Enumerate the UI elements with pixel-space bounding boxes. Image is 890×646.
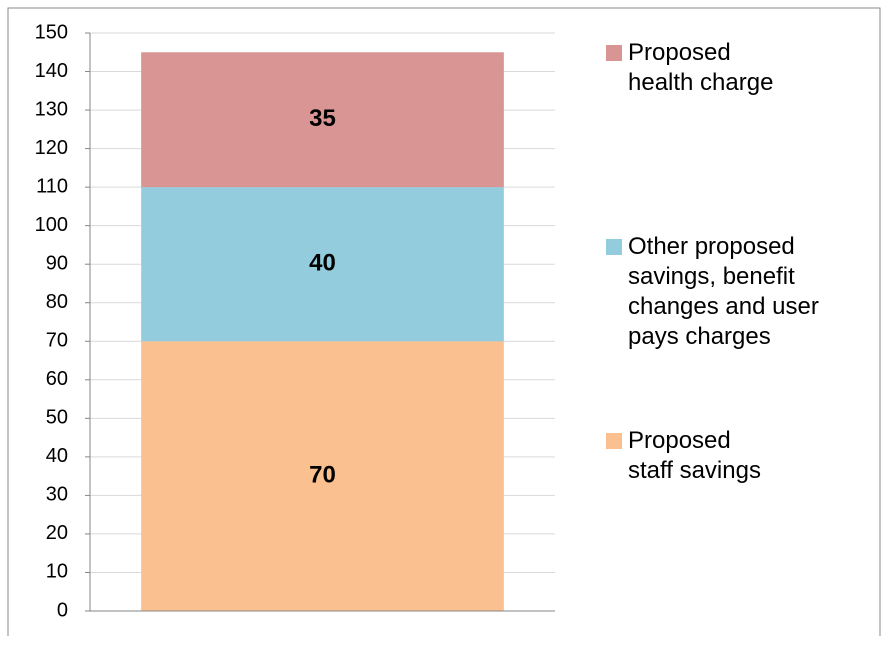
bar-segment xyxy=(141,341,504,611)
data-label: 40 xyxy=(309,250,336,277)
bar-segment xyxy=(141,52,504,188)
y-tick-label: 40 xyxy=(46,445,68,467)
y-tick-label: 90 xyxy=(46,252,68,274)
legend-label: Proposed health charge xyxy=(628,39,774,96)
legend-label: Other proposed savings, benefit changes … xyxy=(628,233,819,350)
legend-label: Proposed staff savings xyxy=(628,427,761,484)
data-label: 35 xyxy=(309,105,336,132)
y-tick-label: 60 xyxy=(46,368,68,390)
y-tick-label: 80 xyxy=(46,291,68,313)
legend-item: Proposed health charge xyxy=(606,38,778,98)
y-tick-label: 50 xyxy=(46,407,68,429)
y-tick-label: 100 xyxy=(35,214,68,236)
chart-border xyxy=(7,7,881,636)
y-tick-label: 30 xyxy=(46,484,68,506)
y-tick-label: 120 xyxy=(35,137,68,159)
y-tick-label: 140 xyxy=(35,60,68,82)
y-tick-label: 70 xyxy=(46,330,68,352)
legend-swatch xyxy=(606,45,622,61)
y-tick-label: 0 xyxy=(57,599,68,621)
y-tick-label: 20 xyxy=(46,522,68,544)
y-tick-label: 150 xyxy=(35,21,68,43)
legend-item: Proposed staff savings xyxy=(606,426,778,486)
y-tick-label: 10 xyxy=(46,561,68,583)
legend-swatch xyxy=(606,433,622,449)
legend-swatch xyxy=(606,239,622,255)
y-tick-label: 130 xyxy=(35,98,68,120)
bar-segment xyxy=(141,187,504,342)
y-tick-label: 110 xyxy=(36,175,68,197)
data-label: 70 xyxy=(309,461,336,488)
legend-item: Other proposed savings, benefit changes … xyxy=(606,232,858,352)
